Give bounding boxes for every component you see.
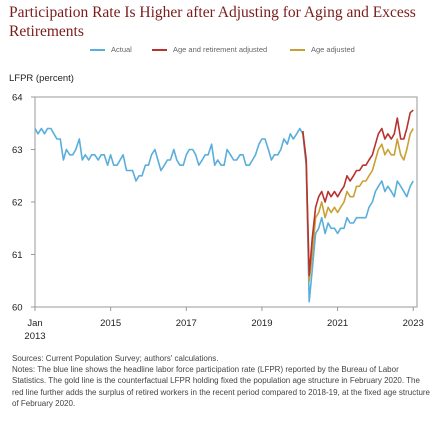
legend-item-age: Age adjusted <box>290 45 355 54</box>
series-line-actual <box>34 127 414 303</box>
y-tick-label: 60 <box>12 303 23 314</box>
x-tick-label: 2017 <box>176 318 197 329</box>
line-chart: 60 61 62 63 64 Jan 2013 2015 2017 2019 2021 2023 <box>12 93 424 343</box>
series-line-age <box>302 128 414 282</box>
legend-swatch-actual <box>90 48 105 51</box>
legend-swatch-age <box>290 48 305 51</box>
x-tick-label: 2021 <box>327 318 348 329</box>
explanatory-note: Notes: The blue line shows the headline … <box>12 365 431 408</box>
y-tick-label: 64 <box>12 93 23 104</box>
y-tick-label: 63 <box>12 145 23 156</box>
legend-label-age-retirement: Age and retirement adjusted <box>173 45 268 54</box>
y-tick-label: 62 <box>12 198 23 209</box>
x-tick-label: 2019 <box>251 318 272 329</box>
legend: Actual Age and retirement adjusted Age a… <box>0 45 439 59</box>
x-tick-sublabel: 2013 <box>24 331 45 342</box>
x-tick-label: Jan <box>27 318 42 329</box>
x-tick-label: 2015 <box>100 318 121 329</box>
legend-label-age: Age adjusted <box>311 45 355 54</box>
sources-note: Sources: Current Population Survey; auth… <box>12 354 219 363</box>
y-tick-label: 61 <box>12 250 23 261</box>
legend-swatch-age-retirement <box>152 48 167 51</box>
legend-item-actual: Actual <box>90 45 132 54</box>
chart-title: Participation Rate Is Higher after Adjus… <box>9 4 416 40</box>
series-line-age-retirement <box>302 109 414 277</box>
plot-frame <box>34 96 418 308</box>
legend-label-actual: Actual <box>111 45 132 54</box>
chart-notes: Sources: Current Population Survey; auth… <box>12 353 430 409</box>
y-axis-label: LFPR (percent) <box>9 73 74 84</box>
legend-item-age-retirement: Age and retirement adjusted <box>152 45 267 54</box>
x-tick-label: 2023 <box>403 318 424 329</box>
